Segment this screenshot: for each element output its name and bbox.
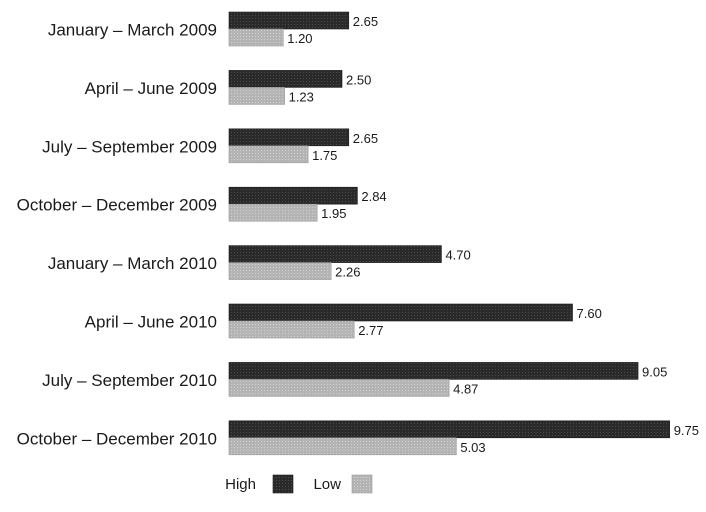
category-label: July – September 2010: [42, 371, 217, 390]
category-label: July – September 2009: [42, 137, 217, 156]
bar-high: [228, 303, 573, 322]
bars: 2.65 1.20 2.50 1.23 2.65 1.75 2.84 1.95 4.70 2.26…: [228, 11, 699, 456]
legend-label-low: Low: [313, 476, 341, 493]
value-label-low: 1.20: [287, 31, 312, 46]
bar-low: [228, 203, 318, 222]
value-label-high: 2.50: [346, 72, 371, 87]
value-label-low: 4.87: [453, 381, 478, 396]
value-label-low: 1.95: [321, 206, 346, 221]
category-label: October – December 2010: [17, 429, 217, 448]
value-label-high: 2.65: [353, 14, 378, 29]
value-label-high: 4.70: [445, 248, 470, 263]
legend-swatch-low: [351, 474, 373, 494]
value-label-low: 2.26: [335, 265, 360, 280]
bar-high: [228, 128, 350, 147]
bar-low: [228, 145, 309, 164]
bar-low: [228, 437, 457, 456]
bar-low: [228, 87, 285, 105]
category-label: January – March 2010: [48, 254, 217, 273]
value-label-high: 9.05: [642, 364, 667, 379]
value-label-high: 7.60: [577, 306, 602, 321]
value-label-low: 2.77: [358, 323, 383, 338]
bar-high: [228, 186, 358, 205]
category-label: April – June 2009: [85, 79, 217, 98]
bar-high: [228, 70, 343, 88]
legend-label-high: High: [225, 476, 256, 493]
category-label: January – March 2009: [48, 20, 217, 39]
bar-low: [228, 379, 450, 397]
bar-low: [228, 28, 284, 47]
bar-high: [228, 362, 639, 380]
category-label: April – June 2010: [85, 312, 217, 331]
value-label-low: 1.23: [289, 89, 314, 104]
bar-low: [228, 320, 355, 339]
value-label-low: 1.75: [312, 148, 337, 163]
value-label-high: 9.75: [674, 423, 699, 438]
legend: High Low: [225, 474, 373, 494]
bar-high: [228, 420, 671, 439]
category-axis: January – March 2009 April – June 2009 Jul…: [17, 20, 217, 448]
value-label-high: 2.65: [353, 131, 378, 146]
bar-high: [228, 245, 442, 263]
bar-low: [228, 262, 332, 280]
bar-high: [228, 11, 350, 30]
value-label-low: 5.03: [460, 440, 485, 455]
category-label: October – December 2009: [17, 196, 217, 215]
value-label-high: 2.84: [361, 189, 386, 204]
legend-swatch-high: [272, 474, 294, 494]
